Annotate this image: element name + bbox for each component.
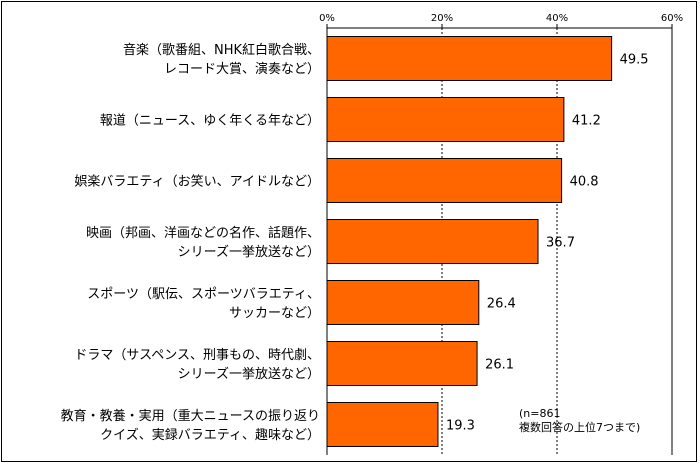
value-label: 49.5 xyxy=(620,53,649,68)
bar xyxy=(326,341,478,386)
category-label: 映画（邦画、洋画などの名作、話題作、 xyxy=(86,225,320,241)
category-label: スポーツ（駅伝、スポーツバラエティ、 xyxy=(87,287,320,302)
bar xyxy=(326,97,565,142)
bar xyxy=(326,219,539,264)
value-label: 36.7 xyxy=(546,236,575,251)
category-label: サッカーなど） xyxy=(229,306,320,321)
x-tick-label: 40% xyxy=(546,13,568,24)
x-tick-label: 60% xyxy=(661,13,683,24)
bar xyxy=(326,280,480,325)
category-label: ドラマ（サスペンス、刑事もの、時代劇、 xyxy=(74,348,320,363)
sample-note: (n=861 xyxy=(519,407,560,420)
category-label: 報道（ニュース、ゆく年くる年など） xyxy=(100,114,320,129)
category-label: 教育・教養・実用（重大ニュースの振り返り xyxy=(61,408,320,424)
category-label: シリーズ一挙放送など） xyxy=(178,244,320,260)
x-tick-label: 0% xyxy=(319,13,335,24)
value-label: 19.3 xyxy=(446,419,475,434)
x-tick-label: 20% xyxy=(431,13,453,24)
category-label: 音楽（歌番組、NHK紅白歌合戦、 xyxy=(123,42,320,58)
sample-note: 複数回答の上位7つまで) xyxy=(519,420,640,434)
value-label: 26.1 xyxy=(485,358,514,373)
bar xyxy=(326,36,613,81)
value-label: 40.8 xyxy=(570,175,599,190)
value-label: 41.2 xyxy=(572,114,601,129)
category-label: 娯楽バラエティ（お笑い、アイドルなど） xyxy=(74,174,320,190)
category-label: シリーズ一挙放送など） xyxy=(178,366,320,382)
bar xyxy=(326,158,563,203)
category-label: クイズ、実録バラエティ、趣味など） xyxy=(100,427,320,443)
bar xyxy=(326,402,439,447)
category-label: レコード大賞、演奏など） xyxy=(164,61,320,77)
value-label: 26.4 xyxy=(487,297,516,312)
